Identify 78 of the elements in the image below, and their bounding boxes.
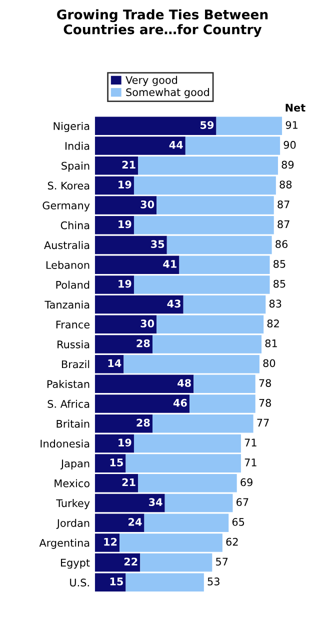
total-label: 78 <box>259 379 271 387</box>
y-tick-label: Australia <box>44 241 90 250</box>
total-label: 78 <box>259 398 271 407</box>
data-label: 44 <box>169 141 183 149</box>
data-label: 19 <box>118 180 132 188</box>
total-label: 80 <box>263 359 276 368</box>
y-tick-label: Britain <box>56 420 90 428</box>
y-tick-label: Lebanon <box>46 260 90 269</box>
data-label: 48 <box>178 379 191 387</box>
total-label: 65 <box>232 518 244 526</box>
data-label: 21 <box>122 478 136 486</box>
y-tick-label: India <box>65 142 90 150</box>
total-label: 83 <box>269 300 282 308</box>
chart-title: Growing Trade Ties Between Countries are…for Country <box>57 9 268 38</box>
data-label: 21 <box>122 160 136 168</box>
y-tick-label: Japan <box>60 460 90 470</box>
data-label: 30 <box>140 200 154 208</box>
total-label: 85 <box>274 260 286 268</box>
total-label: 67 <box>236 498 248 506</box>
y-tick-label: Pakistan <box>47 380 90 388</box>
total-label: 62 <box>226 538 238 546</box>
y-tick-label: Turkey <box>56 499 90 510</box>
y-tick-label: China <box>60 221 90 230</box>
y-tick-label: Nigeria <box>54 122 90 132</box>
y-tick-label: S. Korea <box>48 182 90 190</box>
bar <box>126 573 204 592</box>
total-label: 90 <box>284 140 296 149</box>
y-tick-label: S. Africa <box>48 400 90 408</box>
data-label: 35 <box>151 240 164 248</box>
total-label: 85 <box>274 280 286 288</box>
total-label: 87 <box>278 200 290 208</box>
y-tick-label: U.S. <box>70 578 89 586</box>
total-label: 89 <box>282 160 294 169</box>
data-label: 34 <box>148 498 162 506</box>
data-label: 46 <box>173 398 187 407</box>
legend-label: Very good <box>126 76 178 86</box>
data-label: 15 <box>110 578 123 586</box>
data-label: 14 <box>108 359 122 367</box>
total-label: 91 <box>286 121 298 129</box>
data-label: 28 <box>136 339 150 348</box>
y-tick-label: France <box>56 320 90 328</box>
y-tick-label: Jordan <box>56 518 90 529</box>
y-tick-label: Mexico <box>54 479 90 488</box>
data-label: 22 <box>124 558 138 566</box>
data-label: 28 <box>136 418 150 427</box>
y-tick-label: Indonesia <box>40 440 90 448</box>
y-tick-label: Egypt <box>61 558 90 569</box>
bar <box>94 573 126 592</box>
data-label: 43 <box>167 300 180 308</box>
total-label: 71 <box>244 438 256 446</box>
data-label: 19 <box>118 220 132 228</box>
data-label: 30 <box>140 320 154 328</box>
total-label: 86 <box>276 240 288 248</box>
y-tick-label: Argentina <box>39 538 90 549</box>
total-label: 81 <box>265 339 277 348</box>
data-label: 19 <box>118 438 132 446</box>
total-label: 88 <box>280 180 292 188</box>
data-label: 59 <box>200 121 214 129</box>
total-label: 77 <box>257 418 269 426</box>
data-label: 24 <box>128 518 142 526</box>
y-tick-label: Tanzania <box>44 300 90 309</box>
y-tick-label: Spain <box>62 162 90 172</box>
y-tick-label: Brazil <box>62 360 90 368</box>
y-tick-label: Poland <box>56 280 90 289</box>
data-label: 19 <box>118 280 132 288</box>
total-label: 69 <box>240 478 252 486</box>
data-label: 12 <box>104 538 117 546</box>
data-label: 41 <box>163 260 176 268</box>
y-tick-label: Russia <box>58 340 90 348</box>
text: Net <box>286 104 306 112</box>
total-label: 71 <box>244 458 256 466</box>
legend-label: Somewhat good <box>126 88 209 98</box>
total-label: 82 <box>267 320 279 328</box>
y-tick-label: Germany <box>42 202 90 212</box>
total-label: 57 <box>216 558 228 566</box>
total-label: 87 <box>278 220 290 228</box>
data-label: 15 <box>110 458 123 466</box>
total-label: 53 <box>208 578 220 586</box>
